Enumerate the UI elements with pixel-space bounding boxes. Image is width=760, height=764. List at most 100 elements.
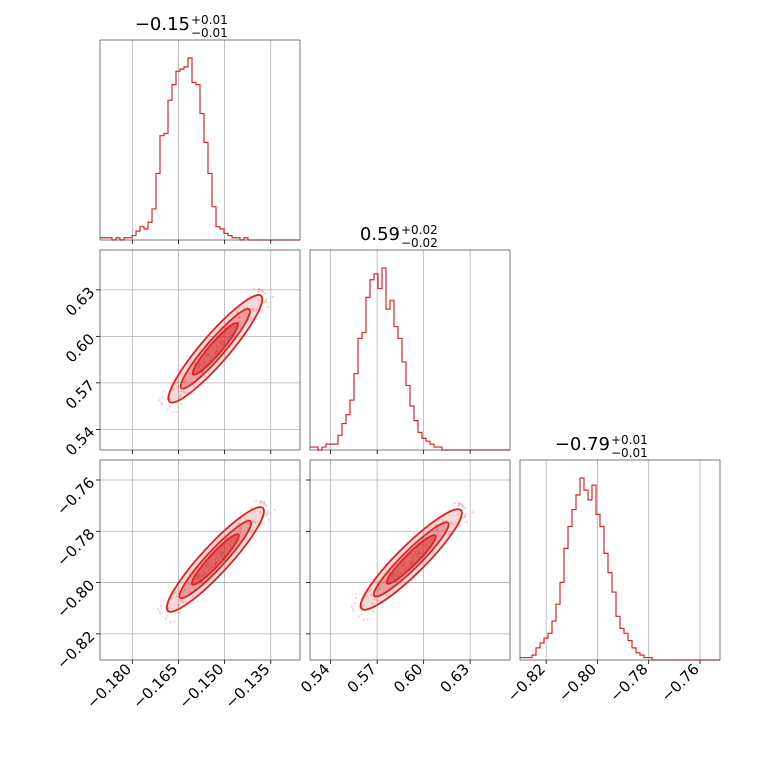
param-1-vs-param-2-sample-point: [181, 390, 184, 393]
param-1-marginal-title: −0.15: [135, 14, 190, 35]
param-2-vs-param-3-sample-point: [461, 503, 464, 506]
param-2-marginal-histogram-line: [310, 267, 510, 451]
param-2-vs-param-3-sample-point: [384, 589, 387, 592]
param-1-vs-param-2-sample-point: [251, 307, 254, 310]
param-3-marginal-xtick-label-0: −0.82: [504, 660, 549, 705]
param-2-vs-param-3-sample-point: [460, 524, 463, 527]
param-1-vs-param-3-ytick-label-3: −0.82: [53, 627, 98, 672]
param-1-vs-param-3-sample-point: [260, 501, 263, 504]
param-1-vs-param-2-sample-point: [180, 402, 183, 405]
param-1-vs-param-3-xtick-label-1: −0.165: [129, 660, 181, 712]
param-2-vs-param-3-xtick-label-3: 0.63: [437, 660, 473, 696]
param-1-vs-param-3-ytick-label-2: −0.80: [53, 576, 98, 621]
param-1-vs-param-3-sample-point: [239, 532, 242, 535]
param-1-vs-param-2-sample-point: [177, 385, 180, 388]
param-1-vs-param-3-sample-point: [166, 614, 169, 617]
param-1-vs-param-3-sample-point: [238, 533, 241, 536]
param-2-vs-param-3-sample-point: [379, 600, 382, 603]
param-2-vs-param-3-sample-point: [465, 520, 468, 523]
param-1-vs-param-2-ytick-label-0: 0.54: [62, 423, 98, 459]
param-1-vs-param-3-sample-point: [182, 590, 185, 593]
param-1-vs-param-3-sample-point: [183, 587, 186, 590]
param-1-vs-param-3-sample-point: [267, 510, 270, 513]
param-1-vs-param-2-sample-point: [224, 325, 227, 328]
param-1-vs-param-3-sample-point: [256, 520, 259, 523]
param-1-vs-param-2-sample-point: [257, 288, 260, 291]
param-2-vs-param-3-sample-point: [436, 528, 439, 531]
param-1-vs-param-2-sample-point: [162, 390, 165, 393]
param-1-vs-param-3-xtick-label-3: −0.135: [222, 660, 274, 712]
param-1-vs-param-2-contour-level-3: [191, 321, 239, 376]
param-1-vs-param-2-sample-point: [169, 397, 172, 400]
param-1-vs-param-3-sample-point: [247, 527, 250, 530]
param-1-vs-param-2-sample-point: [258, 288, 261, 291]
param-1-vs-param-3-sample-point: [262, 522, 265, 525]
param-1-vs-param-3-sample-point: [193, 588, 196, 591]
param-2-vs-param-3-sample-point: [448, 533, 451, 536]
param-1-vs-param-2-ytick-label-2: 0.60: [62, 330, 98, 366]
param-2-vs-param-3-sample-point: [388, 587, 391, 590]
param-1-vs-param-3-sample-point: [266, 513, 269, 516]
param-1-vs-param-3-sample-point: [262, 502, 265, 505]
param-2-marginal-title-minus: −0.02: [401, 236, 438, 250]
param-1-vs-param-3-sample-point: [239, 527, 242, 530]
param-1-vs-param-2-sample-point: [193, 362, 196, 365]
param-1-vs-param-2-sample-point: [176, 381, 179, 384]
param-2-vs-param-3-sample-point: [367, 590, 370, 593]
param-1-vs-param-2-sample-point: [191, 380, 194, 383]
param-2-vs-param-3-sample-point: [372, 610, 375, 613]
param-2-vs-param-3-sample-point: [471, 511, 474, 514]
param-1-marginal-title-plus: +0.01: [191, 13, 228, 27]
param-2-vs-param-3-sample-point: [448, 508, 451, 511]
param-1-vs-param-3-sample-point: [237, 523, 240, 526]
param-1-vs-param-2-sample-point: [265, 298, 268, 301]
param-1-vs-param-2-ytick-label-3: 0.63: [62, 283, 98, 319]
param-2-vs-param-3-sample-point: [422, 537, 425, 540]
param-1-vs-param-2-sample-point: [184, 379, 187, 382]
param-2-vs-param-3-sample-point: [378, 587, 381, 590]
param-1-vs-param-3-sample-point: [252, 520, 255, 523]
param-1-vs-param-2-sample-point: [236, 312, 239, 315]
param-1-vs-param-3-sample-point: [169, 597, 172, 600]
param-2-vs-param-3-sample-point: [388, 571, 391, 574]
param-2-vs-param-3-sample-point: [449, 521, 452, 524]
param-2-vs-param-3-sample-point: [366, 618, 369, 621]
param-2-vs-param-3-sample-point: [371, 603, 374, 606]
param-1-vs-param-3-sample-point: [159, 604, 162, 607]
param-2-vs-param-3-sample-point: [457, 525, 460, 528]
param-2-vs-param-3-sample-point: [358, 615, 361, 618]
param-2-vs-param-3-sample-point: [457, 513, 460, 516]
param-2-vs-param-3-sample-point: [454, 522, 457, 525]
param-2-vs-param-3-sample-point: [436, 533, 439, 536]
param-2-vs-param-3-sample-point: [458, 503, 461, 506]
param-1-vs-param-2-sample-point: [261, 309, 264, 312]
param-1-vs-param-3-ytick-label-1: −0.78: [53, 525, 98, 570]
param-1-marginal-frame: [99, 39, 301, 241]
param-1-vs-param-3-sample-point: [182, 601, 185, 604]
param-2-marginal-title-plus: +0.02: [401, 223, 438, 237]
param-1-vs-param-2-sample-point: [160, 401, 163, 404]
param-1-vs-param-3-sample-point: [238, 528, 241, 531]
param-2-vs-param-3-sample-point: [383, 581, 386, 584]
param-1-vs-param-2-sample-point: [250, 317, 253, 320]
param-3-marginal-frame: [519, 459, 721, 661]
param-2-vs-param-3-sample-point: [374, 598, 377, 601]
param-1-vs-param-2-sample-point: [174, 382, 177, 385]
param-1-vs-param-2-sample-point: [271, 295, 274, 298]
param-1-marginal-title-minus: −0.01: [191, 26, 228, 40]
param-1-vs-param-2-frame: [99, 249, 301, 451]
param-1-vs-param-3-sample-point: [201, 581, 204, 584]
param-1-vs-param-2-sample-point: [259, 311, 262, 314]
param-1-vs-param-3-sample-point: [183, 589, 186, 592]
param-2-vs-param-3-sample-point: [464, 515, 467, 518]
param-1-vs-param-3-xtick-label-2: −0.150: [175, 660, 227, 712]
param-1-vs-param-2-sample-point: [194, 362, 197, 365]
param-1-vs-param-3-sample-point: [156, 608, 159, 611]
param-1-vs-param-2-sample-point: [238, 320, 241, 323]
param-1-vs-param-3-sample-point: [190, 590, 193, 593]
param-1-vs-param-2-sample-point: [201, 371, 204, 374]
param-2-vs-param-3-xtick-label-1: 0.57: [344, 660, 380, 696]
param-1-vs-param-2-sample-point: [237, 322, 240, 325]
param-2-vs-param-3-sample-point: [435, 523, 438, 526]
